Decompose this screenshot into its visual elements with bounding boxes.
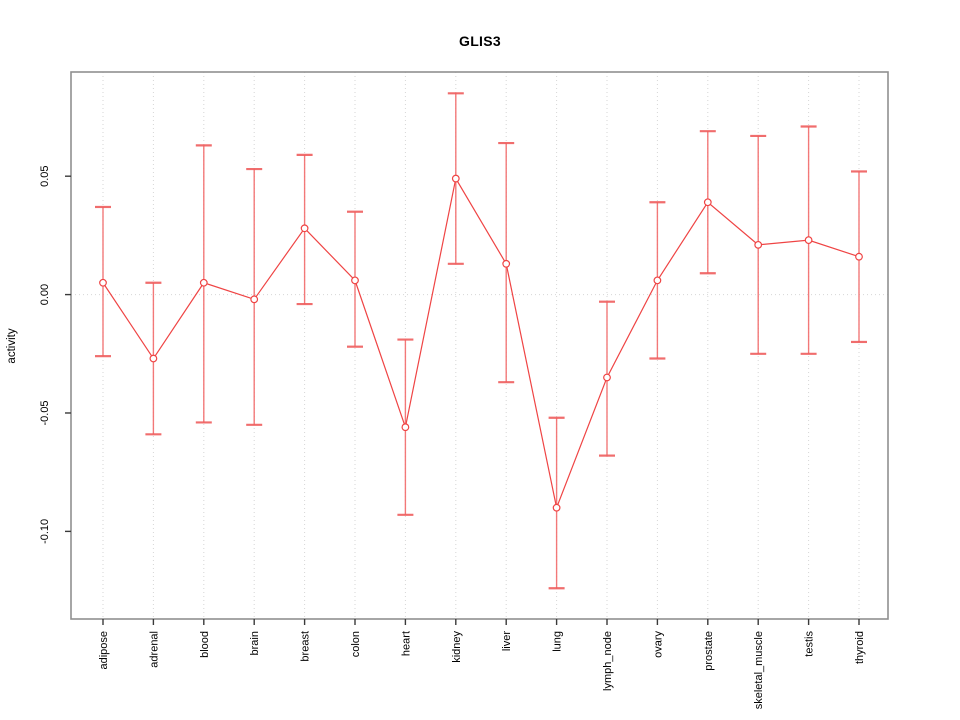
x-tick-label: liver	[501, 631, 513, 652]
data-point	[401, 423, 410, 432]
data-point	[804, 236, 813, 245]
x-tick-label: prostate	[703, 631, 715, 671]
x-tick-label: brain	[249, 631, 261, 655]
x-tick-label: thyroid	[854, 631, 866, 664]
data-point	[149, 354, 158, 363]
x-tick-label: adipose	[98, 631, 110, 670]
x-tick-label: adrenal	[148, 631, 160, 668]
x-tick-label: skeletal_muscle	[753, 631, 765, 709]
data-point	[703, 198, 712, 207]
y-tick-label: -0.10	[39, 519, 51, 544]
x-tick-label: blood	[199, 631, 211, 658]
x-tick-label: heart	[400, 631, 412, 656]
chart-title: GLIS3	[459, 33, 501, 49]
data-point	[502, 259, 511, 268]
data-point	[754, 240, 763, 249]
x-tick-label: ovary	[652, 631, 664, 658]
data-point	[351, 276, 359, 285]
data-point	[552, 503, 561, 512]
data-point	[451, 174, 460, 183]
y-tick-label: 0.05	[39, 165, 51, 186]
x-tick-label: lung	[552, 631, 564, 652]
x-tick-label: colon	[350, 631, 362, 657]
data-point	[199, 278, 208, 287]
x-tick-label: kidney	[451, 631, 463, 663]
data-point	[300, 224, 309, 233]
data-point	[99, 278, 107, 287]
x-tick-label: testis	[804, 631, 816, 657]
data-point	[653, 276, 662, 285]
data-point	[250, 295, 259, 304]
x-tick-label: breast	[300, 631, 312, 662]
data-point	[603, 373, 611, 382]
y-axis-title: activity	[6, 328, 18, 364]
x-tick-label: lymph_node	[602, 631, 614, 691]
y-tick-label: -0.05	[39, 400, 51, 425]
series-line	[102, 176, 860, 510]
data-point	[855, 252, 863, 261]
y-tick-label: 0.00	[39, 284, 51, 305]
plot-border	[70, 71, 889, 620]
